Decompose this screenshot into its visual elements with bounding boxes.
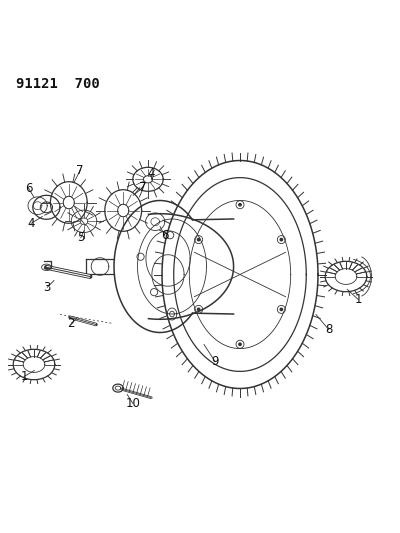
Text: 4: 4 <box>148 167 155 180</box>
Text: 7: 7 <box>139 181 146 194</box>
Text: 7: 7 <box>76 164 84 177</box>
Text: 2: 2 <box>68 317 75 330</box>
Circle shape <box>280 308 282 311</box>
Text: 9: 9 <box>212 355 219 368</box>
Text: 8: 8 <box>325 323 332 336</box>
Circle shape <box>239 204 241 206</box>
Circle shape <box>280 238 282 241</box>
Text: 6: 6 <box>25 182 32 195</box>
Circle shape <box>198 308 200 311</box>
Text: 1: 1 <box>354 293 362 306</box>
Circle shape <box>198 238 200 241</box>
Text: 10: 10 <box>125 397 140 410</box>
Text: 4: 4 <box>28 217 35 230</box>
Text: 1: 1 <box>20 370 28 383</box>
Text: 91121  700: 91121 700 <box>16 77 100 91</box>
Circle shape <box>239 343 241 345</box>
Text: 6: 6 <box>161 229 168 242</box>
Text: 5: 5 <box>77 231 84 244</box>
Text: 3: 3 <box>44 281 51 294</box>
